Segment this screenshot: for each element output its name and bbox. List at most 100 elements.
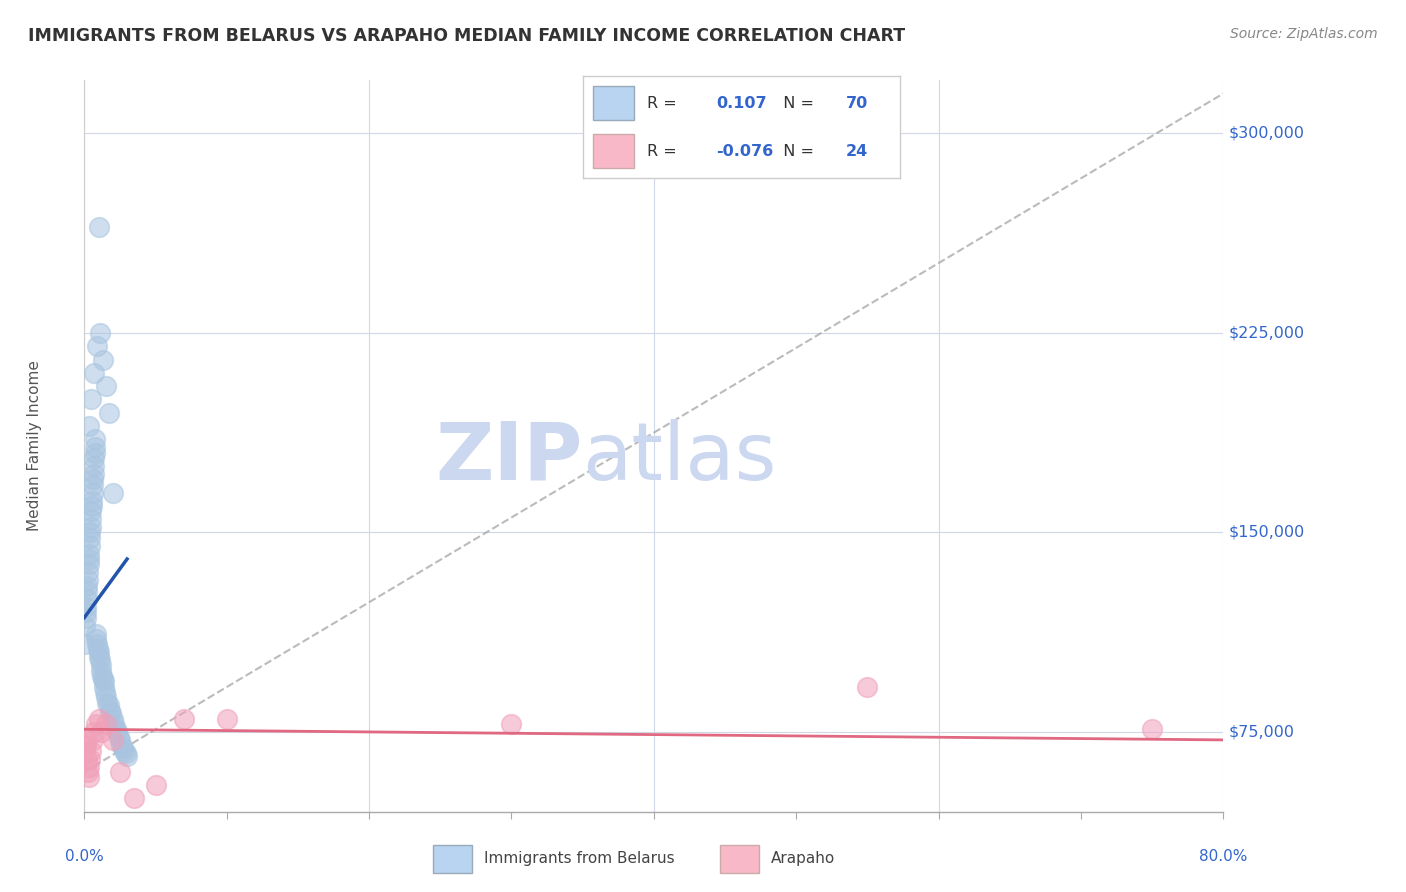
Text: -0.076: -0.076: [716, 144, 773, 159]
Point: [84, 626, 107, 640]
Text: IMMIGRANTS FROM BELARUS VS ARAPAHO MEDIAN FAMILY INCOME CORRELATION CHART: IMMIGRANTS FROM BELARUS VS ARAPAHO MEDIA…: [28, 27, 905, 45]
FancyBboxPatch shape: [593, 135, 634, 168]
Point: [75, 743, 97, 757]
Point: [75, 605, 97, 619]
Point: [86, 637, 108, 651]
Point: [215, 712, 238, 726]
Text: atlas: atlas: [582, 419, 778, 497]
Point: [856, 680, 879, 694]
Point: [76, 732, 98, 747]
Point: [87, 219, 110, 234]
Text: R =: R =: [647, 144, 682, 159]
Point: [82, 493, 104, 508]
Point: [87, 712, 110, 726]
Point: [90, 725, 112, 739]
Point: [94, 685, 117, 699]
Text: $150,000: $150,000: [1229, 525, 1305, 540]
Point: [90, 664, 112, 678]
Point: [80, 504, 103, 518]
Text: 70: 70: [846, 95, 869, 111]
Text: 0.107: 0.107: [716, 95, 768, 111]
Point: [80, 392, 103, 407]
Point: [83, 445, 105, 459]
Point: [122, 791, 145, 805]
Point: [79, 525, 101, 540]
Point: [77, 566, 100, 580]
Text: 0.0%: 0.0%: [65, 849, 104, 864]
Point: [91, 672, 114, 686]
Point: [79, 531, 101, 545]
Point: [82, 485, 104, 500]
Point: [80, 512, 103, 526]
Point: [93, 674, 115, 689]
Point: [115, 748, 138, 763]
Point: [82, 732, 104, 747]
Point: [76, 584, 98, 599]
Point: [82, 472, 104, 486]
Point: [108, 732, 131, 747]
Point: [98, 704, 121, 718]
Point: [105, 725, 128, 739]
Point: [76, 751, 98, 765]
Point: [103, 717, 125, 731]
Point: [101, 485, 124, 500]
Point: [97, 406, 120, 420]
Point: [77, 419, 100, 434]
Point: [83, 725, 105, 739]
Point: [104, 723, 127, 737]
Point: [91, 669, 114, 683]
Point: [110, 738, 132, 752]
Point: [89, 650, 111, 665]
Point: [94, 690, 117, 705]
Point: [97, 698, 120, 713]
Point: [94, 717, 117, 731]
FancyBboxPatch shape: [720, 845, 759, 872]
Point: [87, 642, 110, 657]
Point: [76, 579, 98, 593]
Point: [83, 467, 105, 481]
Point: [80, 743, 103, 757]
Point: [76, 599, 98, 614]
Point: [101, 712, 124, 726]
Point: [75, 618, 97, 632]
Point: [79, 751, 101, 765]
FancyBboxPatch shape: [593, 87, 634, 120]
Text: $75,000: $75,000: [1229, 724, 1295, 739]
Point: [87, 645, 110, 659]
Point: [145, 778, 167, 792]
Point: [84, 433, 107, 447]
Point: [100, 706, 122, 721]
Text: $225,000: $225,000: [1229, 326, 1305, 341]
Point: [82, 477, 104, 491]
Point: [79, 759, 101, 773]
Text: Median Family Income: Median Family Income: [27, 360, 42, 532]
Point: [90, 658, 112, 673]
Point: [77, 764, 100, 779]
Point: [111, 740, 134, 755]
Point: [83, 366, 105, 380]
Text: Immigrants from Belarus: Immigrants from Belarus: [484, 851, 675, 866]
Point: [86, 339, 108, 353]
Point: [107, 731, 129, 745]
Point: [83, 458, 105, 473]
Text: Source: ZipAtlas.com: Source: ZipAtlas.com: [1230, 27, 1378, 41]
Point: [89, 326, 111, 340]
Point: [75, 610, 97, 624]
Point: [75, 637, 97, 651]
Text: 80.0%: 80.0%: [1199, 849, 1247, 864]
Point: [75, 738, 97, 752]
Point: [94, 379, 117, 393]
Point: [79, 547, 101, 561]
Point: [77, 770, 100, 784]
Point: [83, 450, 105, 465]
Text: Arapaho: Arapaho: [770, 851, 835, 866]
Point: [77, 552, 100, 566]
Point: [101, 732, 124, 747]
Point: [76, 591, 98, 606]
Point: [77, 574, 100, 588]
Point: [108, 764, 131, 779]
Point: [96, 696, 118, 710]
Text: N =: N =: [773, 95, 820, 111]
Point: [501, 717, 523, 731]
Point: [173, 712, 195, 726]
